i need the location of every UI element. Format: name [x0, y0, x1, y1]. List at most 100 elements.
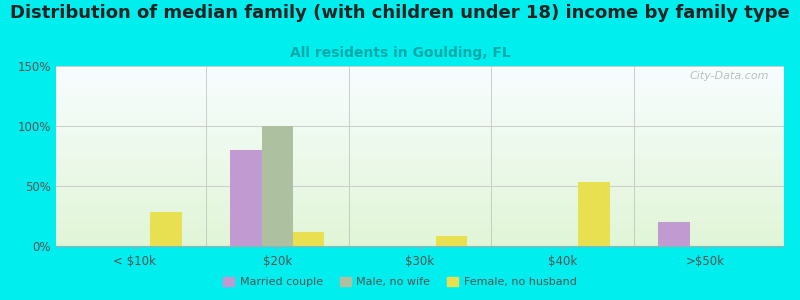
Bar — [56, 244, 784, 245]
Bar — [56, 103, 784, 104]
Bar — [56, 86, 784, 88]
Bar — [56, 104, 784, 106]
Bar — [56, 175, 784, 176]
Bar — [56, 134, 784, 136]
Bar — [56, 179, 784, 180]
Bar — [56, 234, 784, 235]
Bar — [56, 66, 784, 67]
Bar — [56, 73, 784, 74]
Bar — [56, 214, 784, 215]
Bar — [56, 221, 784, 222]
Bar — [56, 132, 784, 133]
Bar — [56, 160, 784, 161]
Bar — [56, 107, 784, 108]
Bar — [658, 222, 690, 246]
Bar — [56, 136, 784, 137]
Bar — [56, 118, 784, 119]
Bar — [56, 108, 784, 109]
Bar — [56, 215, 784, 216]
Bar — [56, 226, 784, 227]
Bar — [56, 116, 784, 118]
Bar — [56, 163, 784, 164]
Bar — [56, 100, 784, 101]
Bar — [56, 91, 784, 92]
Bar — [56, 211, 784, 212]
Legend: Married couple, Male, no wife, Female, no husband: Married couple, Male, no wife, Female, n… — [219, 272, 581, 291]
Bar — [230, 150, 262, 246]
Bar — [56, 196, 784, 197]
Bar — [56, 194, 784, 196]
Bar — [56, 239, 784, 240]
Bar — [56, 158, 784, 160]
Bar — [56, 115, 784, 116]
Bar — [56, 120, 784, 121]
Bar — [56, 140, 784, 142]
Bar — [56, 164, 784, 166]
Bar — [56, 235, 784, 236]
Bar — [56, 148, 784, 149]
Bar — [56, 85, 784, 86]
Bar — [56, 101, 784, 102]
Bar — [56, 151, 784, 152]
Bar — [56, 230, 784, 232]
Bar — [56, 242, 784, 244]
Bar — [56, 182, 784, 184]
Bar — [56, 92, 784, 94]
Bar — [56, 202, 784, 203]
Bar — [56, 150, 784, 151]
Bar — [56, 89, 784, 90]
Bar — [56, 241, 784, 242]
Bar — [56, 236, 784, 238]
Bar — [56, 156, 784, 157]
Bar — [56, 84, 784, 85]
Bar — [56, 220, 784, 221]
Bar — [56, 187, 784, 188]
Bar — [56, 186, 784, 187]
Bar — [56, 74, 784, 76]
Bar — [56, 109, 784, 110]
Bar — [56, 209, 784, 210]
Bar — [56, 228, 784, 229]
Bar — [56, 217, 784, 218]
Bar — [436, 236, 467, 246]
Bar — [262, 126, 293, 246]
Bar — [56, 128, 784, 130]
Bar — [56, 144, 784, 145]
Bar — [578, 182, 610, 246]
Bar — [56, 67, 784, 68]
Bar — [56, 96, 784, 97]
Bar — [56, 210, 784, 211]
Bar — [56, 222, 784, 223]
Bar — [56, 190, 784, 191]
Bar — [56, 90, 784, 91]
Bar — [56, 149, 784, 150]
Bar — [56, 125, 784, 126]
Bar — [56, 145, 784, 146]
Bar — [56, 139, 784, 140]
Bar — [56, 102, 784, 103]
Bar — [56, 197, 784, 198]
Bar — [56, 212, 784, 214]
Bar — [56, 206, 784, 208]
Bar — [56, 184, 784, 185]
Bar — [56, 245, 784, 246]
Bar — [56, 176, 784, 178]
Bar — [56, 121, 784, 122]
Bar — [56, 233, 784, 234]
Bar — [56, 97, 784, 98]
Bar — [56, 224, 784, 226]
Bar — [56, 76, 784, 77]
Bar — [56, 205, 784, 206]
Bar — [56, 131, 784, 132]
Bar — [56, 229, 784, 230]
Bar — [56, 133, 784, 134]
Bar — [56, 191, 784, 192]
Bar — [56, 83, 784, 84]
Bar — [56, 178, 784, 179]
Bar — [56, 167, 784, 168]
Bar — [56, 142, 784, 143]
Bar — [56, 95, 784, 96]
Bar — [56, 185, 784, 186]
Bar — [56, 82, 784, 83]
Bar — [56, 173, 784, 174]
